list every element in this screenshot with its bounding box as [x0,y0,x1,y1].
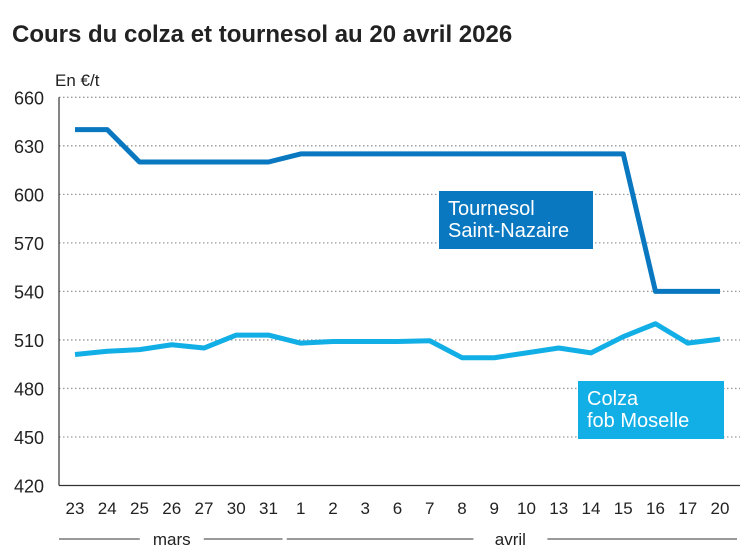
chart-title: Cours du colza et tournesol au 20 avril … [12,21,512,48]
y-axis-label: En €/t [55,71,100,90]
x-tick-label: 26 [162,499,181,518]
y-tick-label: 480 [14,379,44,399]
x-tick-label: 10 [517,499,536,518]
legend-label: Tournesol [448,198,535,220]
legend-label: Colza [587,388,639,410]
x-tick-label: 7 [425,499,434,518]
x-tick-label: 20 [711,499,730,518]
x-tick-label: 3 [361,499,370,518]
x-tick-label: 14 [582,499,601,518]
x-tick-label: 9 [490,499,499,518]
y-tick-label: 420 [14,477,44,497]
legend-label: fob Moselle [587,410,689,432]
month-label: avril [495,530,526,549]
legend-label: Saint-Nazaire [448,220,569,242]
x-tick-label: 8 [457,499,466,518]
legend-box [439,191,593,249]
y-tick-label: 570 [14,234,44,254]
x-tick-label: 6 [393,499,402,518]
legend-box [578,381,724,439]
series-line-colza [74,321,721,361]
x-tick-label: 25 [130,499,149,518]
x-tick-label: 24 [98,499,117,518]
x-tick-label: 30 [227,499,246,518]
y-tick-label: 630 [14,137,44,157]
y-tick-label: 540 [14,282,44,302]
x-tick-label: 13 [549,499,568,518]
month-label: mars [153,530,191,549]
y-tick-label: 450 [14,428,44,448]
y-tick-label: 660 [14,88,44,108]
x-tick-label: 1 [296,499,305,518]
y-tick-label: 510 [14,331,44,351]
x-tick-label: 16 [646,499,665,518]
x-tick-label: 17 [678,499,697,518]
x-tick-label: 23 [66,499,85,518]
x-tick-label: 2 [328,499,337,518]
x-tick-label: 27 [195,499,214,518]
x-tick-label: 31 [259,499,278,518]
y-tick-label: 600 [14,185,44,205]
x-tick-label: 15 [614,499,633,518]
